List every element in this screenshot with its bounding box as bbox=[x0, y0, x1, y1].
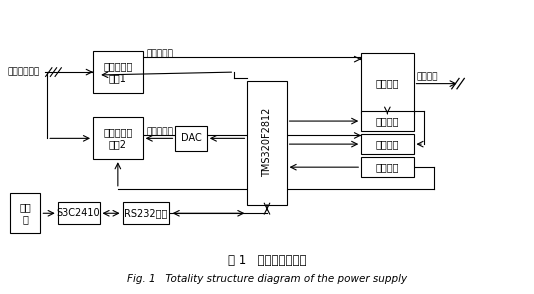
Text: Fig. 1   Totality structure diagram of the power supply: Fig. 1 Totality structure diagram of the… bbox=[127, 274, 407, 284]
Bar bbox=[361, 111, 413, 131]
Text: 脉冲输出: 脉冲输出 bbox=[416, 72, 438, 81]
Bar bbox=[361, 134, 413, 154]
Bar bbox=[175, 126, 207, 151]
Text: TMS320F2812: TMS320F2812 bbox=[262, 108, 272, 177]
Bar bbox=[58, 203, 99, 224]
Bar bbox=[93, 118, 143, 159]
Text: 图 1   电源总体结构图: 图 1 电源总体结构图 bbox=[227, 254, 307, 267]
Bar bbox=[123, 203, 169, 224]
Bar bbox=[247, 81, 287, 205]
Text: 保护电路: 保护电路 bbox=[375, 139, 399, 149]
Text: 检测电路: 检测电路 bbox=[375, 162, 399, 172]
Text: 负脉冲电压: 负脉冲电压 bbox=[147, 128, 174, 136]
Bar bbox=[361, 157, 413, 177]
Text: 晶闸管整流
模块2: 晶闸管整流 模块2 bbox=[103, 128, 132, 149]
Text: 三相交流输入: 三相交流输入 bbox=[8, 68, 40, 77]
Text: RS232电路: RS232电路 bbox=[124, 208, 167, 218]
Text: DAC: DAC bbox=[180, 133, 201, 143]
Text: 逆变电路: 逆变电路 bbox=[375, 78, 399, 88]
Text: 驱动电路: 驱动电路 bbox=[375, 116, 399, 126]
Bar bbox=[361, 54, 413, 114]
Text: 正脉冲电压: 正脉冲电压 bbox=[147, 49, 174, 58]
Text: 晶闸管整流
模块1: 晶闸管整流 模块1 bbox=[103, 61, 132, 83]
Text: S3C2410: S3C2410 bbox=[57, 208, 100, 218]
Bar bbox=[93, 51, 143, 93]
Text: 触摸
屏: 触摸 屏 bbox=[19, 203, 31, 224]
Bar bbox=[10, 193, 41, 233]
